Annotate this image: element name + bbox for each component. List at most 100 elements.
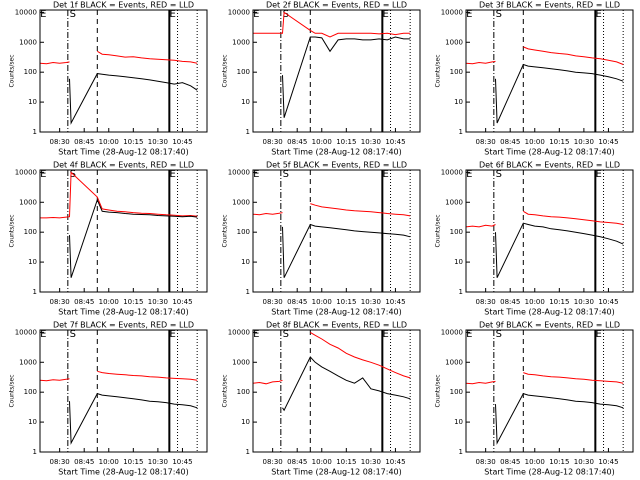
x-tick-label: 10:00 (312, 458, 332, 466)
series-line (495, 222, 624, 278)
series-line (282, 223, 411, 278)
x-tick-label: 10:15 (549, 298, 569, 306)
series-line (465, 210, 624, 228)
event-marker-label: E (595, 329, 601, 340)
y-tick-label: 100 (24, 68, 37, 76)
x-tick-label: 10:45 (598, 138, 618, 146)
plot-frame (39, 169, 208, 293)
x-tick-label: 10:30 (148, 298, 168, 306)
x-tick-label: 08:30 (263, 138, 283, 146)
x-tick-label: 10:15 (123, 138, 143, 146)
chart-title: Det 5f BLACK = Events, RED = LLD (266, 161, 407, 170)
x-tick-label: 10:15 (549, 458, 569, 466)
chart-title: Det 9f BLACK = Events, RED = LLD (479, 321, 620, 330)
y-tick-label: 100 (450, 228, 463, 236)
y-tick-label: 10 (241, 258, 250, 266)
y-tick-label: 1000 (19, 198, 37, 206)
x-axis-label: Start Time (28-Aug-12 08:17:40) (58, 148, 189, 157)
event-marker-label: S (283, 9, 289, 20)
x-tick-label: 10:45 (385, 458, 405, 466)
x-tick-label: 08:45 (287, 458, 307, 466)
event-marker-label: S (496, 9, 502, 20)
x-tick-label: 10:30 (361, 458, 381, 466)
x-axis-label: Start Time (28-Aug-12 08:17:40) (58, 308, 189, 317)
chart-title: Det 2f BLACK = Events, RED = LLD (266, 1, 407, 10)
x-tick-label: 08:30 (263, 458, 283, 466)
plot-frame (39, 9, 208, 133)
y-tick-label: 10000 (228, 168, 250, 176)
event-marker-label: E (595, 169, 601, 180)
y-tick-label: 10 (454, 98, 463, 106)
x-tick-label: 10:45 (385, 138, 405, 146)
y-tick-label: 1 (246, 448, 250, 456)
plot-frame (465, 329, 634, 453)
y-tick-label: 1 (33, 128, 37, 136)
x-tick-label: 08:45 (74, 298, 94, 306)
chart-title: Det 1f BLACK = Events, RED = LLD (53, 1, 194, 10)
y-tick-label: 10000 (441, 8, 463, 16)
x-tick-label: 10:30 (148, 458, 168, 466)
x-tick-label: 10:45 (598, 298, 618, 306)
y-tick-label: 10000 (15, 8, 37, 16)
plot-frame (252, 329, 421, 453)
event-marker-label: E (40, 9, 46, 20)
plot-frame (252, 9, 421, 133)
event-marker-label: E (253, 169, 259, 180)
x-axis-label: Start Time (28-Aug-12 08:17:40) (484, 148, 615, 157)
x-axis-label: Start Time (28-Aug-12 08:17:40) (271, 308, 402, 317)
x-tick-label: 08:45 (500, 458, 520, 466)
y-tick-label: 10000 (228, 8, 250, 16)
y-axis-label: Counts/sec (9, 374, 16, 407)
x-tick-label: 10:00 (312, 298, 332, 306)
x-tick-label: 10:45 (172, 138, 192, 146)
event-marker-label: E (466, 9, 472, 20)
y-axis-label: Counts/sec (222, 54, 229, 87)
series-line (253, 11, 411, 38)
y-tick-label: 1 (246, 128, 250, 136)
series-line (495, 63, 624, 124)
x-tick-label: 10:30 (361, 138, 381, 146)
series-line (252, 331, 411, 385)
series-line (282, 356, 411, 412)
event-marker-label: S (70, 329, 76, 340)
y-axis-label: Counts/sec (222, 374, 229, 407)
y-tick-label: 10 (28, 258, 37, 266)
y-axis-label: Counts/sec (9, 214, 16, 247)
y-tick-label: 1000 (445, 38, 463, 46)
y-tick-label: 1 (246, 288, 250, 296)
x-tick-label: 10:00 (99, 298, 119, 306)
x-axis-label: Start Time (28-Aug-12 08:17:40) (484, 468, 615, 477)
series-line (69, 73, 198, 125)
x-tick-label: 10:45 (172, 458, 192, 466)
y-tick-label: 1000 (445, 358, 463, 366)
event-marker-label: E (382, 169, 388, 180)
event-marker-label: E (40, 329, 46, 340)
series-line (465, 46, 624, 65)
event-marker-label: E (40, 169, 46, 180)
y-tick-label: 100 (237, 388, 250, 396)
x-tick-label: 08:45 (74, 458, 94, 466)
series-line (465, 372, 624, 385)
y-tick-label: 1000 (19, 38, 37, 46)
x-tick-label: 08:30 (50, 458, 70, 466)
x-tick-label: 10:00 (312, 138, 332, 146)
x-tick-label: 10:15 (336, 298, 356, 306)
event-marker-label: E (253, 329, 259, 340)
x-axis-label: Start Time (28-Aug-12 08:17:40) (271, 148, 402, 157)
y-tick-label: 100 (24, 228, 37, 236)
x-tick-label: 08:45 (74, 138, 94, 146)
chart-title: Det 7f BLACK = Events, RED = LLD (53, 321, 194, 330)
y-axis-label: Counts/sec (9, 54, 16, 87)
event-marker-label: E (169, 9, 175, 20)
y-tick-label: 10 (241, 418, 250, 426)
x-tick-label: 10:30 (574, 298, 594, 306)
series-line (39, 370, 198, 382)
y-tick-label: 10000 (15, 328, 37, 336)
x-tick-label: 10:45 (172, 298, 192, 306)
x-tick-label: 10:00 (525, 458, 545, 466)
x-tick-label: 10:00 (99, 458, 119, 466)
x-tick-label: 08:30 (50, 298, 70, 306)
x-tick-label: 08:45 (287, 138, 307, 146)
series-line (40, 171, 198, 219)
plot-frame (252, 169, 421, 293)
